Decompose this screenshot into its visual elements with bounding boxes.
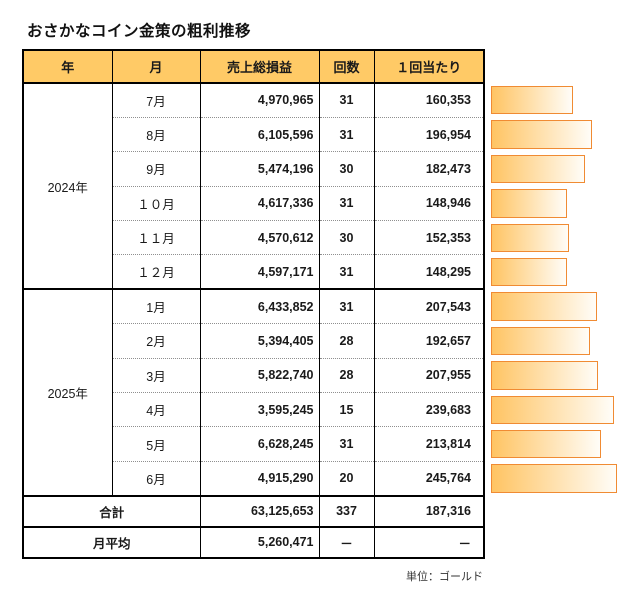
column-header-gross: 売上総損益: [199, 49, 320, 84]
run-count-cell: 30: [318, 220, 375, 255]
profit-table: 年 月 売上総損益 回数 １回当たり 2024年 7月 4,970,965 31 160…: [22, 49, 485, 559]
month-cell: 1月: [111, 288, 201, 324]
per-run-cell: 182,473: [373, 151, 485, 187]
month-row: 2025年 1月 6,433,852 31 207,543: [22, 288, 485, 497]
total-per-cell: 187,316: [373, 494, 485, 528]
run-count-cell: 28: [318, 357, 375, 393]
data-bar: [491, 189, 567, 218]
month-cell: 4月: [111, 392, 201, 427]
month-cell: 2月: [111, 323, 201, 359]
month-row: 2024年 7月 4,970,965 31 160,353: [22, 82, 485, 290]
per-run-cell: 207,955: [373, 357, 485, 393]
gross-profit-cell: 4,970,965: [199, 83, 320, 118]
year-cell: 2025年: [22, 288, 113, 497]
column-header-year: 年: [22, 49, 113, 84]
average-label-cell: 月平均: [22, 526, 201, 559]
month-row: 2月 5,394,405 28 192,657: [23, 323, 485, 359]
average-per-cell: －: [373, 526, 485, 559]
month-row: １０月 4,617,336 31 148,946: [23, 185, 485, 221]
average-gross-cell: 5,260,471: [199, 526, 320, 559]
month-row: 3月 5,822,740 28 207,955: [23, 357, 485, 393]
per-run-cell: 207,543: [373, 288, 485, 324]
gross-profit-cell: 4,597,171: [199, 254, 320, 290]
month-row: 8月 6,105,596 31 196,954: [23, 116, 485, 152]
run-count-cell: 31: [318, 288, 375, 324]
gross-profit-cell: 6,105,596: [199, 116, 320, 152]
month-row: １１月 4,570,612 30 152,353: [23, 220, 485, 255]
per-run-cell: 196,954: [373, 116, 485, 152]
month-cell: 9月: [111, 151, 201, 187]
total-gross-cell: 63,125,653: [199, 494, 320, 528]
data-bar: [491, 120, 592, 149]
column-header-per: １回当たり: [373, 49, 485, 84]
month-cell: 7月: [111, 83, 201, 118]
data-bar: [491, 292, 597, 321]
month-cell: 6月: [111, 460, 201, 496]
average-row: 月平均 5,260,471 －－: [22, 526, 485, 559]
per-run-cell: 148,295: [373, 254, 485, 290]
per-run-cell: 148,946: [373, 185, 485, 221]
per-run-cell: 192,657: [373, 323, 485, 359]
per-run-cell: 213,814: [373, 426, 485, 462]
per-run-cell: 160,353: [373, 83, 485, 118]
total-row: 合計 63,125,653 337 187,316: [22, 494, 485, 528]
run-count-cell: 30: [318, 151, 375, 187]
year-cell: 2024年: [22, 82, 113, 290]
data-bar: [491, 154, 585, 184]
column-header-count: 回数: [318, 49, 375, 84]
table-body: 2024年 7月 4,970,965 31 160,353 8月 6,105,596 31 19…: [22, 82, 485, 559]
data-bar: [491, 326, 590, 356]
run-count-cell: 28: [318, 323, 375, 359]
month-cell: 5月: [111, 426, 201, 462]
month-row: 4月 3,595,245 15 239,683: [23, 392, 485, 427]
per-run-cell: 152,353: [373, 220, 485, 255]
month-row: 6月 4,915,290 20 245,764: [23, 460, 485, 496]
month-cell: 3月: [111, 357, 201, 393]
total-label-cell: 合計: [22, 494, 201, 528]
month-row: 5月 6,628,245 31 213,814: [23, 426, 485, 462]
gross-profit-cell: 4,915,290: [199, 460, 320, 496]
month-cell: １２月: [111, 254, 201, 290]
data-bar: [491, 257, 567, 287]
data-bar: [491, 464, 617, 493]
per-run-cell: 239,683: [373, 392, 485, 427]
per-run-cell: 245,764: [373, 460, 485, 496]
gross-profit-cell: 4,570,612: [199, 220, 320, 255]
average-count-cell: －: [318, 526, 375, 559]
run-count-cell: 31: [318, 116, 375, 152]
page-title: おさかなコイン金策の粗利推移: [27, 23, 252, 40]
gross-profit-cell: 5,394,405: [199, 323, 320, 359]
data-bar: [491, 86, 573, 115]
unit-note: 単位：ゴールド: [406, 571, 483, 583]
month-cell: １１月: [111, 220, 201, 255]
month-row: 9月 5,474,196 30 182,473: [23, 151, 485, 187]
month-row: １２月 4,597,171 31 148,295: [23, 254, 485, 290]
run-count-cell: 31: [318, 185, 375, 221]
gross-profit-cell: 5,822,740: [199, 357, 320, 393]
gross-profit-cell: 4,617,336: [199, 185, 320, 221]
run-count-cell: 31: [318, 254, 375, 290]
gross-profit-cell: 6,433,852: [199, 288, 320, 324]
column-header-month: 月: [111, 49, 201, 84]
data-bar: [491, 361, 598, 390]
gross-profit-cell: 3,595,245: [199, 392, 320, 427]
run-count-cell: 20: [318, 460, 375, 496]
data-bar: [491, 223, 569, 252]
run-count-cell: 31: [318, 83, 375, 118]
run-count-cell: 15: [318, 392, 375, 427]
month-cell: １０月: [111, 185, 201, 221]
gross-profit-cell: 6,628,245: [199, 426, 320, 462]
gross-profit-cell: 5,474,196: [199, 151, 320, 187]
data-bar: [491, 429, 601, 459]
table-header: 年 月 売上総損益 回数 １回当たり: [22, 49, 485, 84]
data-bar: [491, 395, 614, 424]
run-count-cell: 31: [318, 426, 375, 462]
header-row: 年 月 売上総損益 回数 １回当たり: [22, 49, 485, 84]
total-count-cell: 337: [318, 494, 375, 528]
month-cell: 8月: [111, 116, 201, 152]
